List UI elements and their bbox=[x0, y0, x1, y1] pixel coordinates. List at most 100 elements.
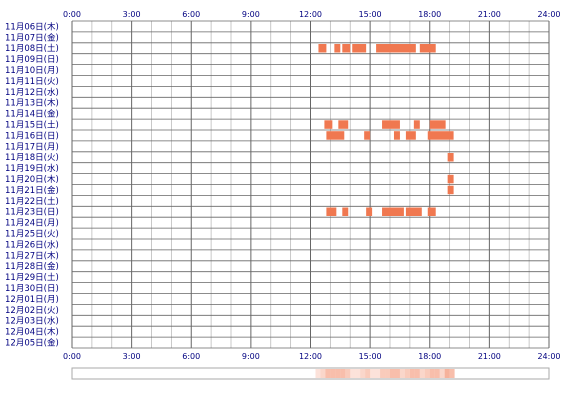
bottom-tick-label: 6:00 bbox=[182, 352, 200, 361]
bottom-tick-label: 18:00 bbox=[418, 352, 441, 361]
activity-blocks bbox=[318, 44, 454, 216]
summary-density-cell bbox=[444, 369, 450, 378]
activity-block bbox=[342, 207, 349, 216]
activity-block bbox=[326, 207, 337, 216]
summary-density-cell bbox=[380, 369, 386, 378]
day-label: 11月14日(金) bbox=[5, 109, 59, 120]
summary-bar-frame bbox=[71, 367, 550, 380]
bottom-tick-label: 3:00 bbox=[123, 352, 141, 361]
day-label: 12月03日(水) bbox=[5, 316, 59, 327]
top-tick-label: 0:00 bbox=[63, 10, 81, 19]
day-label: 11月28日(金) bbox=[5, 261, 59, 272]
bottom-tick-label: 12:00 bbox=[299, 352, 322, 361]
activity-block bbox=[419, 44, 436, 53]
summary-density-cell bbox=[404, 369, 410, 378]
activity-block bbox=[427, 131, 454, 140]
summary-density-cell bbox=[375, 369, 381, 378]
bottom-tick-label: 9:00 bbox=[242, 352, 260, 361]
day-label: 12月02日(火) bbox=[5, 306, 59, 316]
top-tick-label: 3:00 bbox=[123, 10, 141, 19]
activity-block bbox=[364, 131, 371, 140]
activity-block bbox=[393, 131, 400, 140]
day-label: 11月15日(土) bbox=[5, 120, 59, 131]
summary-density-cell bbox=[320, 369, 326, 378]
bottom-tick-label: 21:00 bbox=[478, 352, 501, 361]
activity-block bbox=[334, 44, 341, 53]
day-label: 11月06日(木) bbox=[5, 21, 59, 32]
activity-block bbox=[405, 131, 416, 140]
top-tick-label: 21:00 bbox=[478, 10, 501, 19]
top-tick-label: 15:00 bbox=[359, 10, 382, 19]
grid-lines bbox=[71, 20, 550, 349]
summary-density-cell bbox=[414, 369, 420, 378]
bottom-time-axis: 0:00 3:00 6:00 9:00 12:00 15:00 18:00 21:00 24:0… bbox=[63, 352, 561, 361]
day-label: 11月12日(水) bbox=[5, 87, 59, 98]
activity-block bbox=[447, 153, 454, 162]
day-label: 12月05日(金) bbox=[5, 338, 59, 349]
day-labels: 11月06日(木)11月07日(金)11月08日(土)11月09日(日) 11月1… bbox=[5, 21, 59, 348]
summary-density-cell bbox=[424, 369, 430, 378]
activity-block bbox=[382, 207, 404, 216]
day-label: 11月30日(日) bbox=[5, 284, 59, 294]
summary-density-cell bbox=[409, 369, 415, 378]
day-label: 11月19日(水) bbox=[5, 163, 59, 174]
summary-density-cell bbox=[429, 369, 435, 378]
day-label: 11月26日(水) bbox=[5, 239, 59, 250]
day-label: 11月20日(木) bbox=[5, 174, 59, 185]
activity-block bbox=[366, 207, 373, 216]
day-label: 11月17日(月) bbox=[5, 142, 59, 152]
summary-density-cell bbox=[439, 369, 445, 378]
summary-density-cell bbox=[365, 369, 371, 378]
summary-density-cell bbox=[355, 369, 361, 378]
day-label: 12月04日(木) bbox=[5, 327, 59, 338]
bottom-tick-label: 15:00 bbox=[359, 352, 382, 361]
summary-density-cell bbox=[330, 369, 336, 378]
day-label: 11月16日(日) bbox=[5, 131, 59, 141]
summary-density-cell bbox=[360, 369, 366, 378]
day-label: 11月11日(火) bbox=[5, 77, 59, 87]
summary-density-cell bbox=[315, 369, 321, 378]
summary-density-cell bbox=[325, 369, 331, 378]
top-tick-label: 18:00 bbox=[418, 10, 441, 19]
day-label: 11月09日(日) bbox=[5, 55, 59, 65]
day-label: 11月25日(火) bbox=[5, 230, 59, 240]
summary-density-cell bbox=[340, 369, 346, 378]
activity-block bbox=[413, 120, 420, 129]
day-label: 11月29日(土) bbox=[5, 272, 59, 283]
activity-block bbox=[342, 44, 351, 53]
day-label: 11月13日(木) bbox=[5, 98, 59, 109]
bottom-tick-label: 24:00 bbox=[537, 352, 560, 361]
summary-density-cell bbox=[449, 369, 455, 378]
summary-density-cell bbox=[390, 369, 395, 378]
activity-block bbox=[352, 44, 367, 53]
day-label: 12月01日(月) bbox=[5, 295, 59, 305]
top-time-axis: 0:00 3:00 6:00 9:00 12:00 15:00 18:00 21:00 24:0… bbox=[63, 10, 561, 19]
day-label: 11月18日(火) bbox=[5, 153, 59, 163]
top-tick-label: 6:00 bbox=[182, 10, 200, 19]
day-label: 11月21日(金) bbox=[5, 185, 59, 196]
summary-density-cell bbox=[350, 369, 356, 378]
summary-density-cell bbox=[399, 369, 405, 378]
summary-density-cell bbox=[335, 369, 341, 378]
summary-density-cell bbox=[385, 369, 390, 378]
summary-density-cell bbox=[434, 369, 440, 378]
activity-block bbox=[318, 44, 327, 53]
day-label: 11月23日(日) bbox=[5, 208, 59, 218]
summary-density-cell bbox=[419, 369, 425, 378]
day-label: 11月27日(木) bbox=[5, 250, 59, 261]
activity-block bbox=[447, 185, 454, 195]
activity-block bbox=[338, 120, 349, 129]
day-label: 11月22日(土) bbox=[5, 196, 59, 207]
activity-block bbox=[324, 120, 333, 129]
day-label: 11月08日(土) bbox=[5, 43, 59, 54]
activity-block bbox=[405, 207, 422, 216]
day-label: 11月07日(金) bbox=[5, 32, 59, 43]
top-tick-label: 9:00 bbox=[242, 10, 260, 19]
bottom-tick-label: 0:00 bbox=[63, 352, 81, 361]
activity-block bbox=[429, 120, 446, 129]
activity-block bbox=[382, 120, 400, 129]
activity-block bbox=[326, 131, 345, 140]
summary-bar bbox=[71, 367, 550, 380]
summary-density-cell bbox=[345, 369, 351, 378]
